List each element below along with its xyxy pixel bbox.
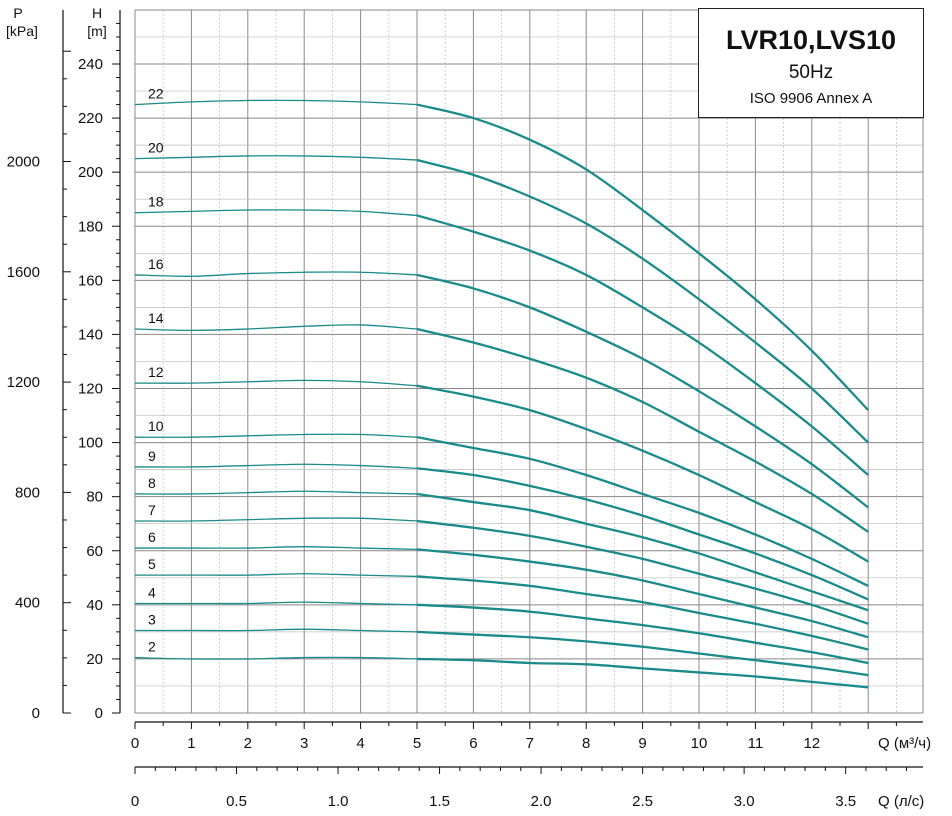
h-tick-label: 20 [86,651,103,668]
curve-label-12: 12 [148,364,164,380]
q-m3h-tick-label: 0 [131,735,139,752]
h-tick-label: 0 [95,705,103,722]
q-m3h-tick-label: 7 [526,735,534,752]
q-ls-tick-label: 3.0 [734,793,755,810]
curve-5-low [134,573,418,578]
curve-10-low [134,433,418,438]
q-m3h-tick-label: 9 [638,735,646,752]
q-ls-tick-label: 1.0 [328,793,349,810]
q-m3h-tick-label: 8 [582,735,590,752]
curve-10-high [416,436,869,587]
h-tick-label: 40 [86,597,103,614]
curve-label-14: 14 [148,310,164,326]
axes: 0204060801001201401601802002202400400800… [7,10,923,810]
curves [134,99,870,689]
q-m3h-tick-label: 1 [187,735,195,752]
h-axis-unit: [m] [87,23,106,39]
curve-label-9: 9 [148,448,156,464]
chart-title-standard: ISO 9906 Annex A [749,90,873,107]
curve-8-low [134,490,418,495]
q-m3h-tick-label: 2 [244,735,252,752]
p-tick-label: 400 [15,595,40,612]
curve-4-low [135,601,418,606]
q-m3h-tick-label: 11 [748,735,764,752]
curve-20-low [134,155,418,161]
curve-3-low [135,628,418,633]
curve-22-low [134,99,418,106]
curve-6-high [416,548,869,639]
curve-12-low [134,379,418,387]
curve-7-high [416,519,869,625]
p-tick-label: 1200 [7,374,40,391]
h-tick-label: 60 [86,543,103,560]
curve-5-high [416,575,869,651]
curve-14-low [134,324,418,332]
q-m3h-tick-label: 4 [356,735,364,752]
curve-16-low [134,271,418,277]
curve-label-18: 18 [148,194,164,210]
curve-label-5: 5 [148,556,156,572]
q-ls-tick-label: 2.0 [531,793,552,810]
curve-4-high [416,603,869,665]
q-ls-tick-label: 1.5 [429,793,450,810]
curve-6-low [135,546,418,551]
q-m3h-axis-title: Q (м³/ч) [878,735,931,752]
q-ls-tick-label: 0 [131,793,139,810]
curve-label-8: 8 [148,475,156,491]
h-tick-label: 200 [78,164,103,181]
h-tick-label: 80 [86,489,103,506]
p-axis-unit: [kPa] [6,23,38,39]
chart-title-box: LVR10,LVS10 50Hz ISO 9906 Annex A [698,8,924,118]
q-m3h-tick-label: 6 [469,735,477,752]
curve-18-high [416,214,869,476]
curve-label-6: 6 [148,529,156,545]
h-tick-label: 220 [78,110,103,127]
q-m3h-tick-label: 10 [691,735,708,752]
p-tick-label: 1600 [7,264,40,281]
curve-label-20: 20 [148,140,164,156]
h-tick-label: 240 [78,56,103,73]
p-tick-label: 800 [15,484,40,501]
h-tick-label: 120 [78,381,103,398]
h-axis-title: H [92,5,102,21]
curve-label-10: 10 [148,418,164,434]
p-tick-label: 2000 [7,154,40,171]
curve-9-low [134,463,418,469]
chart-title-frequency: 50Hz [788,62,834,83]
curve-20-high [416,158,869,444]
p-tick-label: 0 [32,705,40,722]
curve-labels: 22 20 18 16 14 12 10 9 8 7 6 5 4 3 2 [148,86,164,655]
curve-12-high [416,384,869,563]
curve-label-22: 22 [148,86,164,102]
q-m3h-tick-label: 5 [413,735,421,752]
curve-14-high [416,327,869,533]
curve-8-high [416,492,869,612]
h-tick-label: 100 [78,435,103,452]
curve-2-low [134,656,418,660]
curve-7-low [134,517,418,522]
curve-label-2: 2 [148,639,156,655]
q-m3h-tick-label: 3 [300,735,308,752]
chart-title-model: LVR10,LVS10 [725,25,897,55]
h-tick-label: 140 [78,326,103,343]
curve-label-7: 7 [148,502,156,518]
curve-22-high [416,103,870,411]
curve-label-4: 4 [148,584,156,600]
q-m3h-tick-label: 12 [803,735,820,752]
curve-9-high [416,467,869,601]
curve-label-3: 3 [148,612,156,628]
curve-label-16: 16 [148,256,164,272]
q-ls-axis-title: Q (л/с) [878,793,924,810]
q-ls-tick-label: 3.5 [835,793,856,810]
q-ls-tick-label: 0.5 [226,793,247,810]
curve-3-high [416,630,869,677]
p-axis-title: P [13,5,22,21]
curve-16-high [416,273,869,509]
curve-18-low [134,209,418,217]
curve-2-high [416,657,869,689]
h-tick-label: 180 [78,218,103,235]
q-ls-tick-label: 2.5 [632,793,653,810]
h-tick-label: 160 [78,272,103,289]
